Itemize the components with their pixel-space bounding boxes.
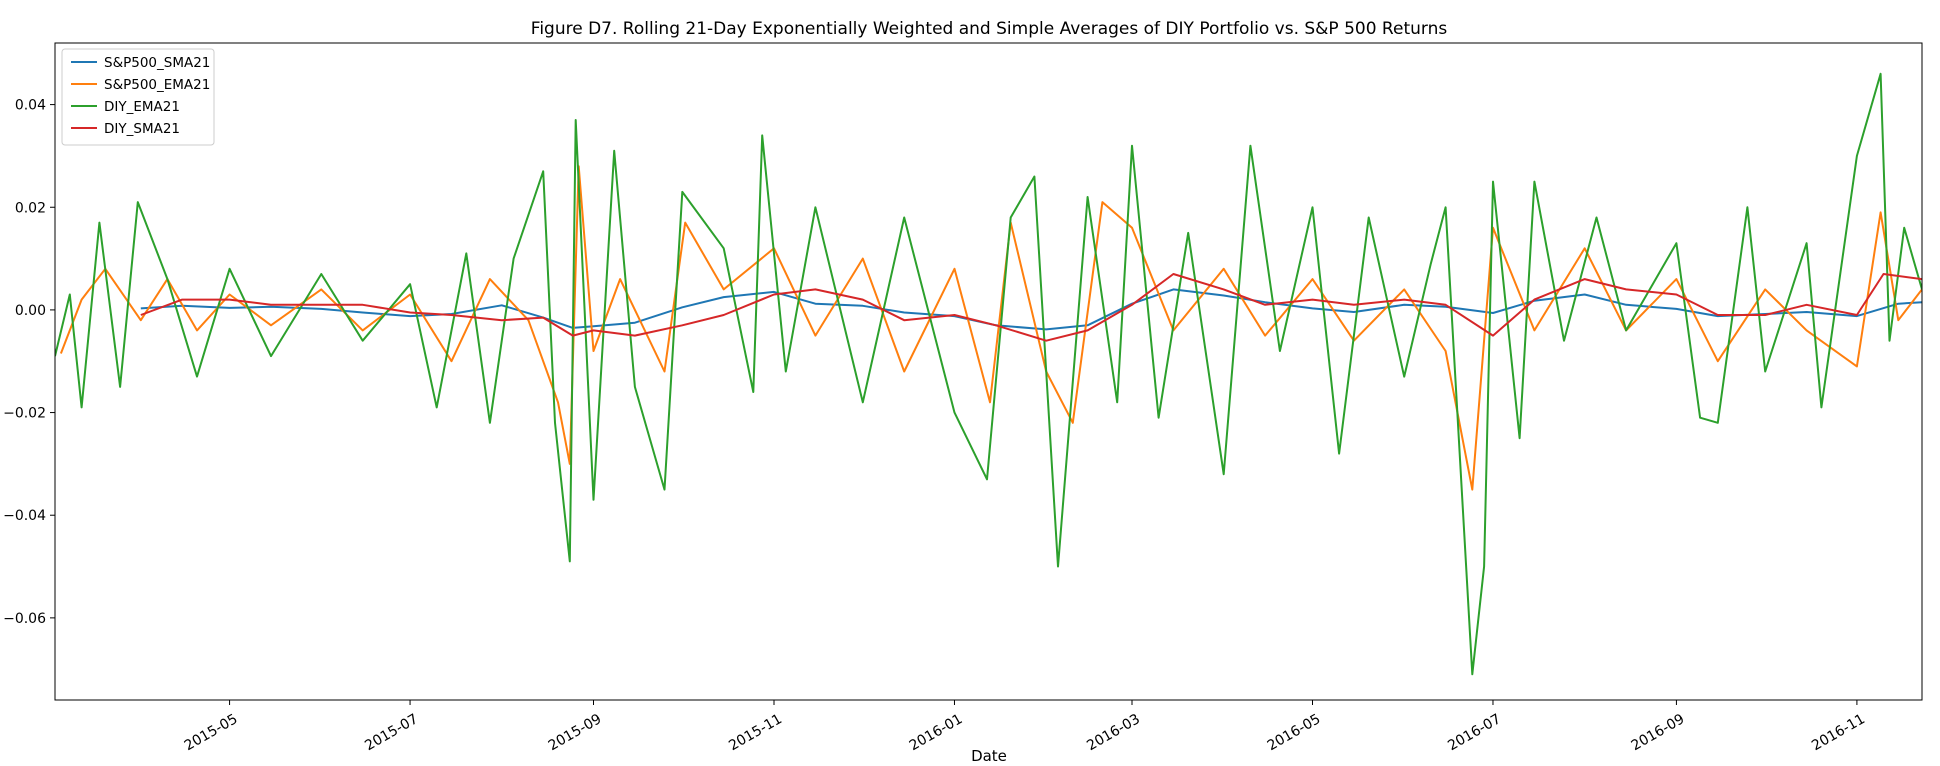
legend-label: DIY_SMA21 bbox=[104, 121, 180, 137]
series-line-diy-sma21 bbox=[140, 273, 1922, 342]
y-tick-label: 0.00 bbox=[15, 303, 46, 319]
legend: S&P500_SMA21 S&P500_EMA21 DIY_EMA21 DIY_SMA… bbox=[61, 48, 215, 146]
plot-area bbox=[55, 72, 1922, 676]
x-tick-label: 2015-05 bbox=[182, 711, 241, 754]
legend-label: S&P500_EMA21 bbox=[104, 77, 210, 93]
x-tick-label: 2016-03 bbox=[1084, 711, 1143, 754]
y-tick-label: 0.04 bbox=[15, 98, 46, 114]
y-tick-label: −0.06 bbox=[3, 611, 46, 627]
axes: −0.06 −0.04 −0.02 0.00 0.02 0.04 2015-05 2015-0… bbox=[3, 42, 1923, 754]
x-tick-label: 2015-09 bbox=[546, 711, 605, 754]
legend-box bbox=[61, 48, 215, 146]
legend-label: DIY_EMA21 bbox=[104, 99, 180, 115]
chart-title: Figure D7. Rolling 21-Day Exponentially … bbox=[531, 19, 1448, 39]
x-tick-label: 2015-11 bbox=[726, 711, 785, 754]
x-tick-label: 2015-07 bbox=[362, 711, 421, 754]
y-tick-label: 0.02 bbox=[15, 200, 46, 216]
y-tick-label: −0.02 bbox=[3, 406, 46, 422]
x-tick-label: 2016-09 bbox=[1629, 711, 1688, 754]
series-line-diy-ema21 bbox=[55, 72, 1922, 676]
x-tick-label: 2016-11 bbox=[1809, 711, 1868, 754]
x-tick-label: 2016-01 bbox=[907, 711, 966, 754]
x-axis-label: Date bbox=[971, 747, 1007, 765]
plot-frame bbox=[54, 42, 1923, 701]
y-tick-label: −0.04 bbox=[3, 508, 46, 524]
x-tick-label: 2016-05 bbox=[1265, 711, 1324, 754]
x-tick-label: 2016-07 bbox=[1445, 711, 1504, 754]
legend-label: S&P500_SMA21 bbox=[104, 55, 210, 71]
